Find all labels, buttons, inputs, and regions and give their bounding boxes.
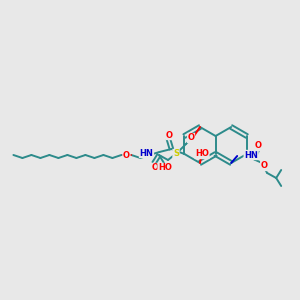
Text: HO: HO: [158, 164, 172, 172]
Text: S: S: [173, 149, 179, 158]
Text: O: O: [255, 142, 262, 151]
Text: O: O: [152, 164, 158, 172]
Text: HO: HO: [195, 149, 209, 158]
Text: O: O: [261, 161, 268, 170]
Text: HN: HN: [244, 151, 258, 160]
Text: O: O: [166, 130, 173, 140]
Text: O: O: [188, 134, 194, 142]
Text: O: O: [123, 151, 130, 160]
Text: HN: HN: [140, 148, 153, 158]
